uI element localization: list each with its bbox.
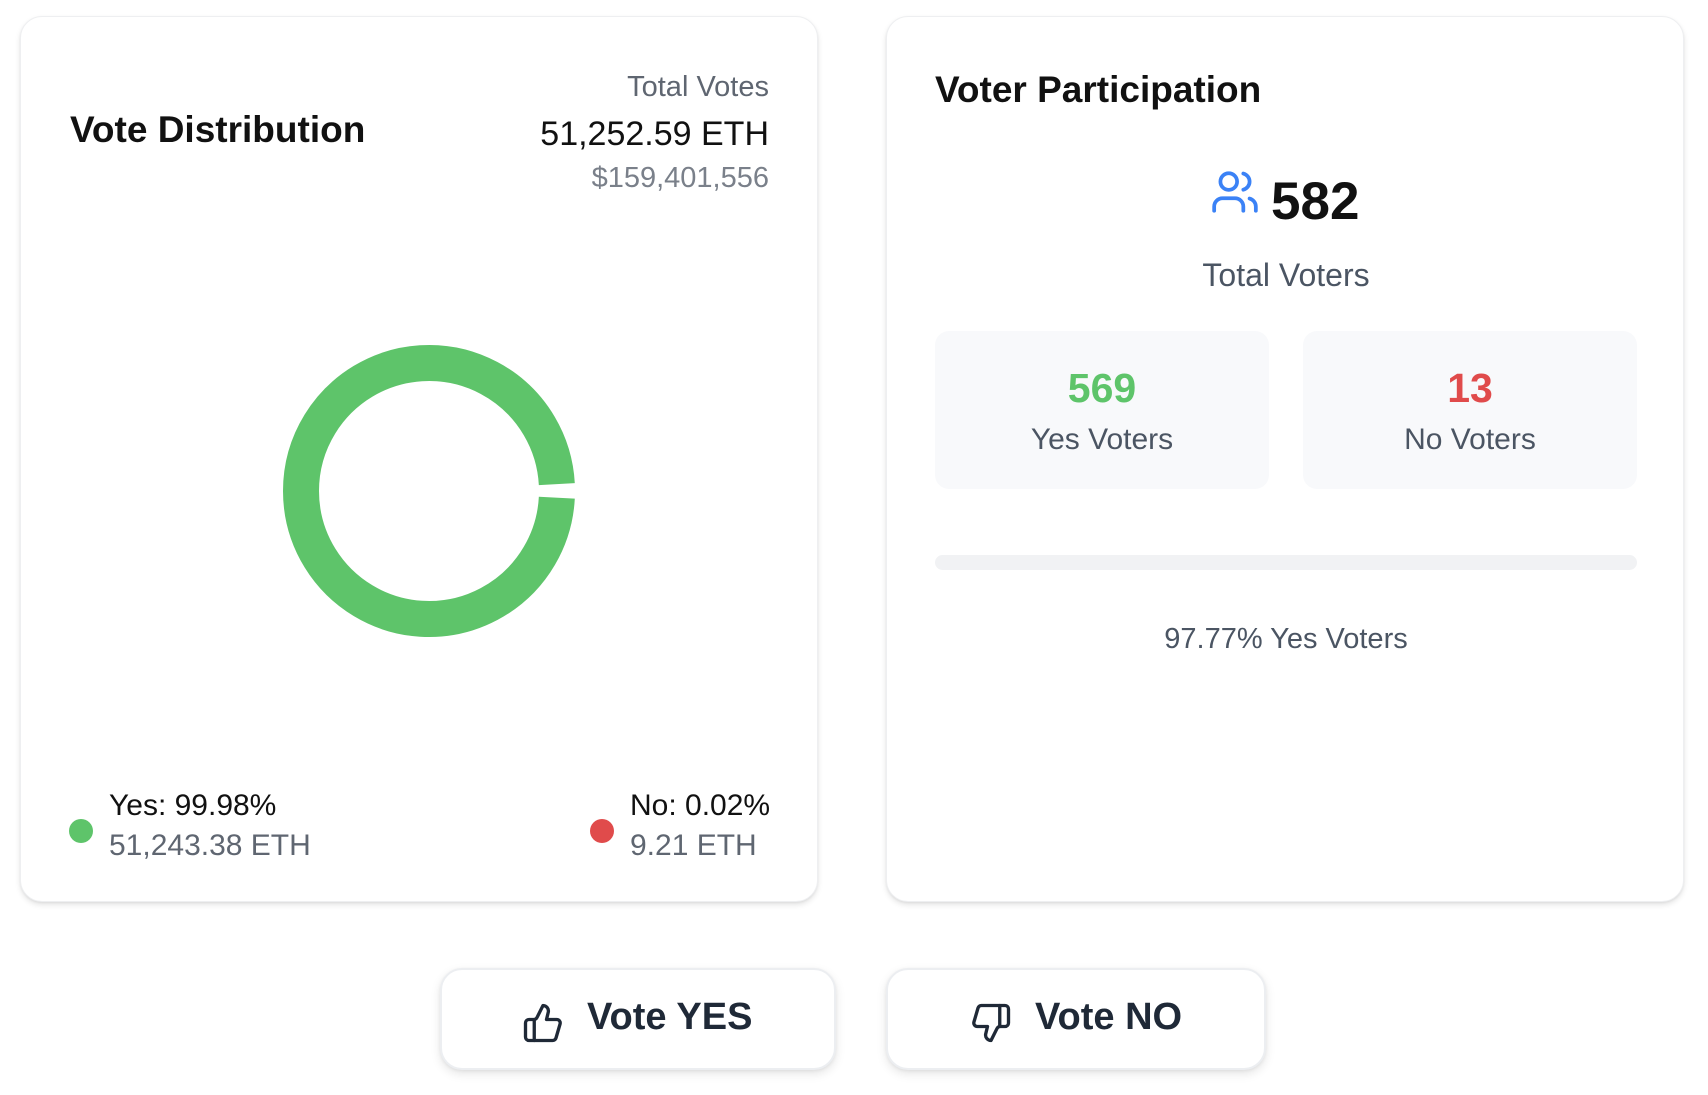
voter-participation-title: Voter Participation: [935, 69, 1262, 110]
vote-no-button[interactable]: Vote NO: [886, 968, 1266, 1070]
total-voters-label: Total Voters: [1202, 257, 1370, 293]
total-voters-count: 582: [1271, 172, 1360, 231]
thumbs-down-icon: [972, 1003, 1011, 1043]
yes-voters-progress-bar: [935, 555, 1637, 570]
vote-distribution-card: Vote Distribution Total Votes 51,252.59 …: [20, 16, 818, 902]
total-votes-block: Total Votes 51,252.59 ETH $159,401,556: [540, 69, 769, 197]
no-voters-label: No Voters: [1404, 423, 1536, 456]
legend-no-amount: 9.21 ETH: [630, 829, 757, 862]
donut-slice-yes: [283, 345, 575, 637]
total-votes-label: Total Votes: [627, 71, 769, 103]
legend-yes-dot: [69, 819, 93, 843]
yes-voters-label: Yes Voters: [1030, 423, 1174, 456]
vote-yes-label: Vote YES: [587, 996, 753, 1038]
legend-no-dot: [590, 819, 614, 843]
yes-voters-percent: 97.77% Yes Voters: [1164, 623, 1408, 655]
legend-yes-label: Yes: 99.98%: [109, 789, 277, 822]
vote-distribution-title: Vote Distribution: [70, 109, 366, 150]
total-votes-eth: 51,252.59 ETH: [540, 115, 769, 153]
no-voters-count: 13: [1447, 365, 1493, 411]
legend-yes-amount: 51,243.38 ETH: [109, 829, 311, 862]
yes-voters-count: 569: [1067, 365, 1137, 411]
thumbs-up-icon: [523, 1003, 562, 1043]
vote-yes-button[interactable]: Vote YES: [440, 968, 836, 1070]
vote-donut-chart: [283, 345, 575, 637]
total-votes-usd: $159,401,556: [591, 162, 769, 194]
users-icon: [1212, 171, 1258, 213]
legend-no-label: No: 0.02%: [630, 789, 771, 822]
voter-participation-card: Voter Participation 582 Total Voters 569…: [886, 16, 1684, 902]
yes-voters-box: 569 Yes Voters: [935, 331, 1269, 489]
no-voters-box: 13 No Voters: [1303, 331, 1637, 489]
vote-no-label: Vote NO: [1035, 996, 1183, 1038]
